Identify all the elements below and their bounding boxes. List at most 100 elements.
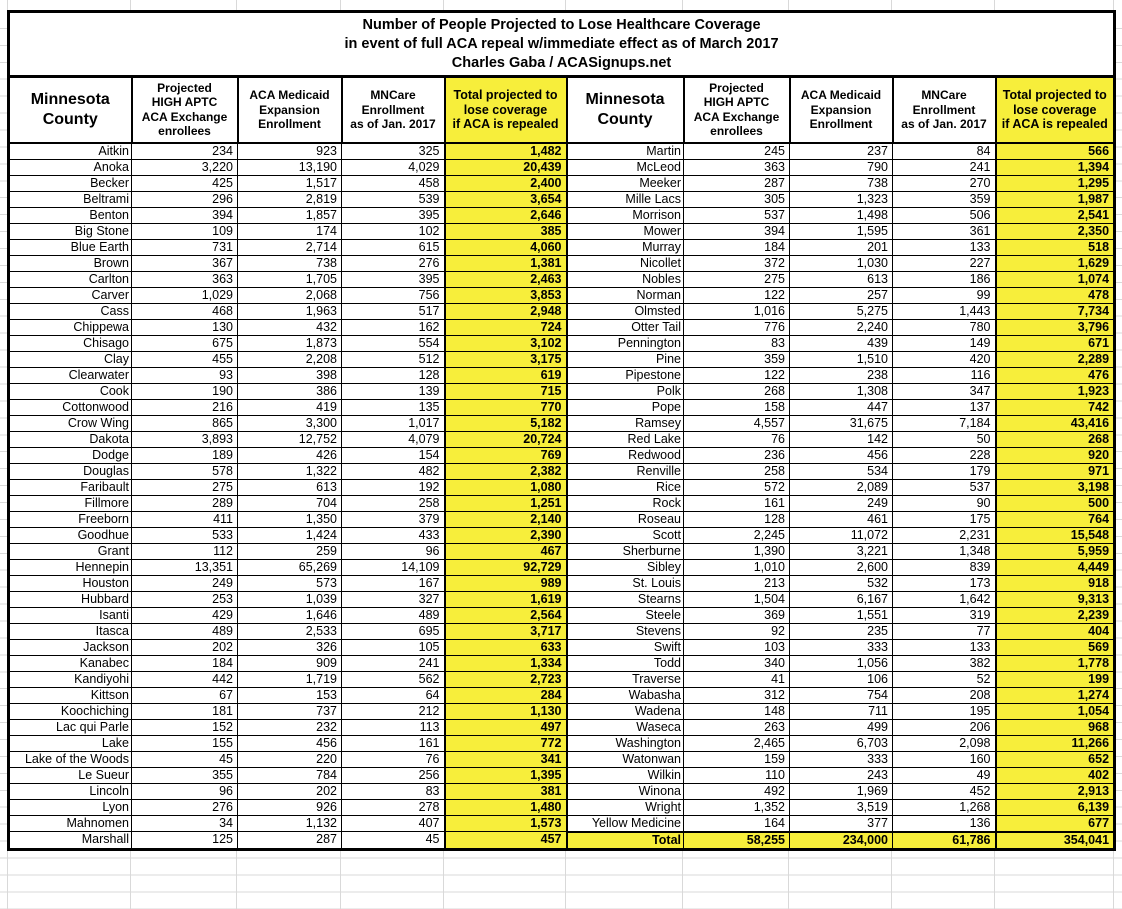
value-cell: 6,703 [789,734,893,752]
county-cell: Scott [566,526,684,544]
value-cell: 139 [341,382,445,400]
row-total-cell: 5,182 [443,414,568,432]
value-cell: 489 [131,622,238,640]
value-cell: 355 [131,766,238,784]
value-cell: 96 [341,542,445,560]
county-cell: St. Louis [566,574,684,592]
value-cell: 512 [341,350,445,368]
value-cell: 6,167 [789,590,893,608]
value-cell: 4,029 [341,158,445,176]
value-cell: 738 [789,174,893,192]
row-total-cell: 4,449 [994,558,1116,576]
county-cell: Swift [566,638,684,656]
county-cell: Stevens [566,622,684,640]
value-cell: 2,089 [789,478,893,496]
value-cell: 113 [341,718,445,736]
value-cell: 83 [683,334,790,352]
value-cell: 181 [131,702,238,720]
county-cell: Le Sueur [8,766,132,784]
county-cell: Nicollet [566,254,684,272]
table-row: Hubbard 253 1,039 327 1,619 Stearns 1,504 6,167… [8,590,1116,608]
row-total-cell: 7,734 [994,302,1116,320]
header-aptc-right: Projected HIGH APTC ACA Exchange enrolle… [682,75,791,144]
row-total-cell: 3,717 [443,622,568,640]
row-total-cell: 43,416 [994,414,1116,432]
county-cell: Wright [566,798,684,816]
row-total-cell: 619 [443,366,568,384]
table-row: Goodhue 533 1,424 433 2,390 Scott 2,245 11,072 2… [8,526,1116,544]
value-cell: 325 [341,142,445,160]
value-cell: 228 [892,446,996,464]
value-cell: 2,231 [892,526,996,544]
value-cell: 133 [892,238,996,256]
row-total-cell: 341 [443,750,568,768]
row-total-cell: 1,274 [994,686,1116,704]
table-row: Dodge 189 426 154 769 Redwood 236 456 228 920 [8,446,1116,464]
value-cell: 554 [341,334,445,352]
row-total-cell: 1,987 [994,190,1116,208]
value-cell: 253 [131,590,238,608]
row-total-cell: 5,959 [994,542,1116,560]
value-cell: 99 [892,286,996,304]
value-cell: 162 [341,318,445,336]
value-cell: 125 [131,831,238,850]
value-cell: 164 [683,814,790,832]
value-cell: 3,893 [131,430,238,448]
value-cell: 2,465 [683,734,790,752]
row-total-cell: 1,629 [994,254,1116,272]
county-cell: Cottonwood [8,398,132,416]
value-cell: 909 [237,654,342,672]
county-cell: Watonwan [566,750,684,768]
row-total-cell: 3,175 [443,350,568,368]
value-cell: 34 [131,814,238,832]
row-total-cell: 2,350 [994,222,1116,240]
value-cell: 201 [789,238,893,256]
value-cell: 102 [341,222,445,240]
value-cell: 13,351 [131,558,238,576]
value-cell: 865 [131,414,238,432]
table-row: Anoka 3,220 13,190 4,029 20,439 McLeod 363 790 2… [8,158,1116,176]
value-cell: 432 [237,318,342,336]
value-cell: 2,068 [237,286,342,304]
table-row: Jackson 202 326 105 633 Swift 103 333 133 569 [8,638,1116,656]
value-cell: 45 [131,750,238,768]
value-cell: 615 [341,238,445,256]
table-row: Becker 425 1,517 458 2,400 Meeker 287 738 270 1,2… [8,174,1116,192]
row-total-cell: 918 [994,574,1116,592]
county-cell: Carlton [8,270,132,288]
value-cell: 1,323 [789,190,893,208]
county-cell: Traverse [566,670,684,688]
county-cell: Houston [8,574,132,592]
county-cell: Crow Wing [8,414,132,432]
value-cell: 116 [892,366,996,384]
value-cell: 13,190 [237,158,342,176]
table-row: Blue Earth 731 2,714 615 4,060 Murray 184 201 13… [8,238,1116,256]
table-row: Beltrami 296 2,819 539 3,654 Mille Lacs 305 1,3… [8,190,1116,208]
row-total-cell: 2,239 [994,606,1116,624]
coverage-loss-table: Number of People Projected to Lose Healt… [7,10,1117,851]
table-row: Houston 249 573 167 989 St. Louis 213 532 173 918 [8,574,1116,592]
value-cell: 411 [131,510,238,528]
value-cell: 49 [892,766,996,784]
value-cell: 386 [237,382,342,400]
row-total-cell: 3,654 [443,190,568,208]
county-cell: Marshall [8,831,132,850]
value-cell: 148 [683,702,790,720]
county-cell: Cook [8,382,132,400]
row-total-cell: 989 [443,574,568,592]
county-cell: Freeborn [8,510,132,528]
value-cell: 1,551 [789,606,893,624]
header-medicaid-right: ACA Medicaid Expansion Enrollment [788,75,894,144]
row-total-cell: 3,102 [443,334,568,352]
value-cell: 1,504 [683,590,790,608]
value-cell: 1,348 [892,542,996,560]
county-cell: Lyon [8,798,132,816]
value-cell: 212 [341,702,445,720]
table-row: Clay 455 2,208 512 3,175 Pine 359 1,510 420 2,289 [8,350,1116,368]
value-cell: 249 [131,574,238,592]
value-cell: 2,245 [683,526,790,544]
table-row: Faribault 275 613 192 1,080 Rice 572 2,089 537 3,… [8,478,1116,496]
county-cell: Wabasha [566,686,684,704]
value-cell: 4,079 [341,430,445,448]
value-cell: 1,390 [683,542,790,560]
